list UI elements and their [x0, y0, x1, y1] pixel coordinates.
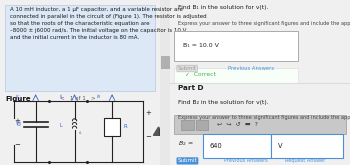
Text: Find B₂ in the solution for v(t).: Find B₂ in the solution for v(t).	[178, 100, 268, 105]
Text: Express your answer to three significant figures and include the appropriate uni: Express your answer to three significant…	[178, 115, 350, 120]
Text: L: L	[60, 123, 63, 128]
FancyBboxPatch shape	[174, 115, 346, 134]
Text: Express your answer to three significant figures and include the appropriate uni: Express your answer to three significant…	[178, 21, 350, 26]
Text: B₁ = 10.0 V: B₁ = 10.0 V	[183, 43, 219, 48]
Text: +: +	[14, 118, 20, 124]
Text: C: C	[17, 122, 20, 127]
Text: Part D: Part D	[178, 85, 203, 91]
FancyBboxPatch shape	[174, 31, 298, 61]
FancyBboxPatch shape	[104, 118, 120, 136]
Text: $V_0$: $V_0$	[15, 119, 23, 128]
Text: $i_R$: $i_R$	[97, 92, 102, 101]
Text: ↩  ↪  ↺  ▬  ?: ↩ ↪ ↺ ▬ ?	[217, 122, 258, 127]
FancyBboxPatch shape	[174, 68, 298, 82]
Text: $B_2$ =: $B_2$ =	[178, 139, 194, 148]
Text: Submit: Submit	[178, 66, 197, 71]
FancyBboxPatch shape	[161, 56, 170, 69]
FancyBboxPatch shape	[271, 134, 343, 158]
Text: A 10 mH inductor, a 1 μF capacitor, and a variable resistor are
connected in par: A 10 mH inductor, a 1 μF capacitor, and …	[10, 7, 207, 40]
FancyBboxPatch shape	[160, 0, 170, 165]
Text: $i_L$: $i_L$	[59, 92, 64, 101]
Text: Request Answer: Request Answer	[285, 158, 326, 163]
Polygon shape	[153, 127, 164, 135]
Text: Previous Answers: Previous Answers	[228, 66, 274, 71]
Text: Find B₁ in the solution for v(t).: Find B₁ in the solution for v(t).	[178, 5, 268, 10]
Text: Figure: Figure	[5, 96, 31, 102]
Text: +: +	[145, 110, 151, 116]
Text: Submit: Submit	[178, 158, 197, 163]
FancyBboxPatch shape	[196, 120, 208, 130]
FancyBboxPatch shape	[203, 134, 271, 158]
Text: −: −	[14, 142, 20, 148]
Text: Previous Answers: Previous Answers	[224, 158, 268, 163]
Text: −: −	[145, 134, 151, 140]
Text: $i_C$: $i_C$	[15, 92, 20, 101]
FancyBboxPatch shape	[181, 120, 194, 130]
Text: $i_L$: $i_L$	[78, 129, 83, 137]
FancyBboxPatch shape	[5, 5, 155, 91]
Text: 640: 640	[210, 143, 223, 149]
Text: R: R	[123, 124, 127, 129]
Text: V: V	[278, 143, 283, 149]
Text: <   1 of 1   >: < 1 of 1 >	[60, 96, 95, 101]
Text: ✓  Correct: ✓ Correct	[185, 72, 216, 77]
